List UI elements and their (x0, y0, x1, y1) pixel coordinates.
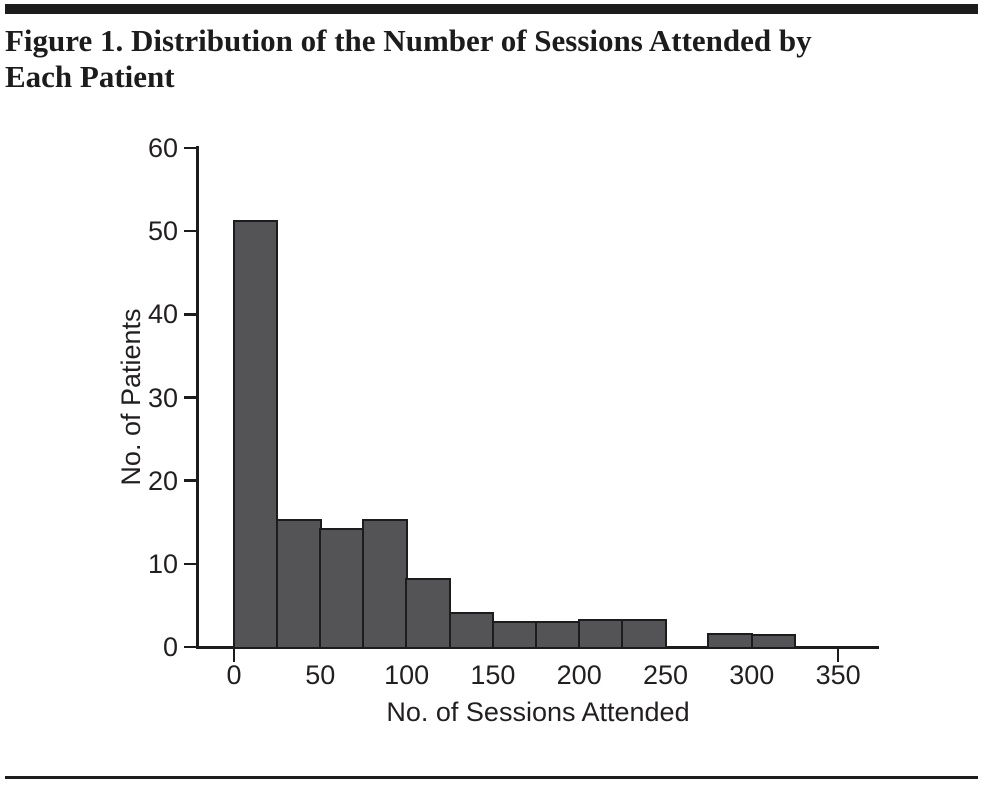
histogram-bar (621, 619, 667, 650)
x-tick-label: 200 (556, 660, 602, 690)
x-tick (232, 648, 236, 662)
y-tick (184, 146, 196, 150)
figure-title: Figure 1. Distribution of the Number of … (5, 23, 812, 95)
histogram-bar (750, 634, 797, 650)
y-tick (184, 562, 196, 566)
y-tick-label: 10 (147, 548, 178, 579)
y-tick-label: 50 (147, 216, 178, 247)
histogram-bar (405, 578, 451, 650)
y-tick-label: 20 (147, 465, 178, 496)
y-tick (184, 645, 196, 649)
figure-title-line1: Figure 1. Distribution of the Number of … (5, 23, 812, 58)
histogram-bar (362, 519, 408, 650)
x-tick-label: 350 (815, 660, 861, 690)
y-tick-label: 0 (162, 632, 178, 662)
top-rule (5, 4, 978, 14)
y-tick (184, 479, 196, 482)
y-tick (184, 313, 196, 316)
histogram-bar (232, 219, 279, 650)
y-tick (184, 229, 196, 233)
x-tick (836, 648, 840, 662)
histogram-bar (275, 519, 322, 650)
y-tick-label: 30 (147, 382, 178, 413)
y-axis-label: No. of Patients (116, 308, 146, 486)
histogram-bar (707, 633, 754, 650)
x-tick-label: 0 (226, 660, 242, 690)
figure-title-line2: Each Patient (5, 59, 175, 94)
y-tick-label: 60 (147, 133, 178, 163)
x-tick-label: 150 (470, 660, 516, 690)
x-tick-label: 50 (305, 660, 336, 690)
y-axis-line (196, 146, 199, 649)
x-tick-label: 250 (642, 660, 689, 690)
histogram-bar (319, 528, 365, 650)
histogram-bar (534, 620, 581, 650)
x-tick-label: 300 (729, 660, 775, 690)
histogram-bar (577, 619, 624, 650)
bottom-rule (5, 776, 978, 779)
y-tick-label: 40 (147, 299, 178, 330)
y-tick (184, 396, 196, 399)
histogram-bar (491, 620, 538, 650)
histogram-bar (448, 612, 495, 650)
x-tick-label: 100 (384, 660, 430, 690)
x-axis-label: No. of Sessions Attended (386, 697, 690, 727)
